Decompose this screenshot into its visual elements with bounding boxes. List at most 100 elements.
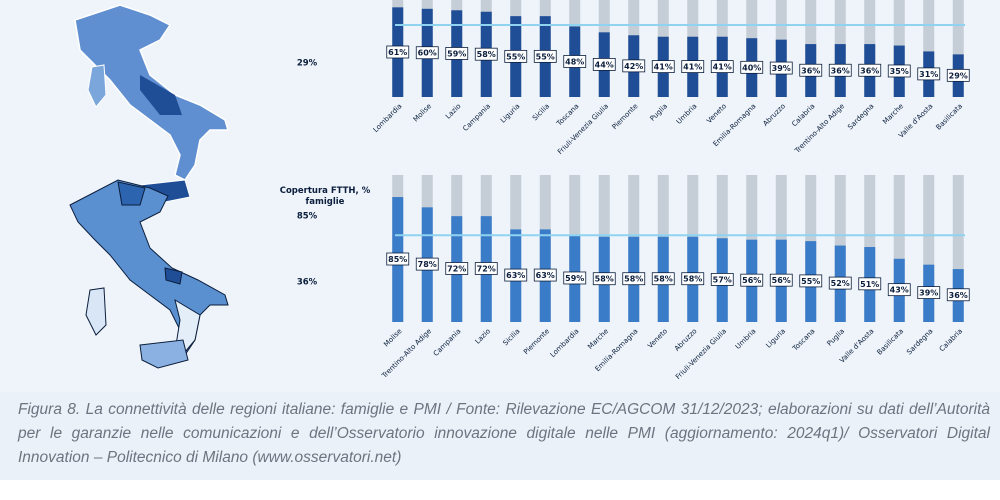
value-label: 31% xyxy=(917,67,941,81)
value-label: 36% xyxy=(828,63,852,77)
x-tick-label: Veneto xyxy=(646,327,669,350)
value-label: 41% xyxy=(651,60,675,73)
legend-title-part: Copertura FTTH, % xyxy=(280,186,371,196)
value-label-text: 39% xyxy=(919,289,938,298)
value-label-text: 48% xyxy=(565,57,584,66)
value-label-text: 41% xyxy=(683,63,702,72)
value-label-box xyxy=(740,60,764,74)
value-label: 59% xyxy=(563,271,587,285)
x-tick-label: Toscana xyxy=(790,327,816,353)
value-label-box xyxy=(946,288,970,302)
value-label-box xyxy=(769,61,793,75)
value-label-text: 43% xyxy=(890,286,909,295)
value-label-box xyxy=(769,273,793,287)
value-label-text: 44% xyxy=(595,60,614,69)
map xyxy=(69,179,229,369)
x-tick-label: Calabria xyxy=(790,102,816,128)
map-region xyxy=(164,267,183,285)
value-label-box xyxy=(740,273,764,287)
value-label: 39% xyxy=(917,286,941,299)
value-label-text: 51% xyxy=(860,280,879,289)
value-label-text: 31% xyxy=(919,70,938,79)
x-tick-label: Campania xyxy=(432,327,463,358)
x-tick-label: Marche xyxy=(586,327,610,351)
legend-label: 29% xyxy=(297,59,318,69)
value-label: 57% xyxy=(710,273,734,286)
value-label-box xyxy=(563,271,587,285)
value-label-text: 36% xyxy=(831,66,850,75)
x-tick-label: Sicilia xyxy=(502,327,522,347)
value-label: 85% xyxy=(386,252,410,266)
value-label: 58% xyxy=(474,47,498,61)
value-label-text: 72% xyxy=(447,264,466,273)
value-label: 40% xyxy=(740,60,764,74)
value-label-box xyxy=(533,268,557,282)
value-label-box xyxy=(917,286,941,299)
value-label: 58% xyxy=(651,272,675,286)
x-tick-label: Molise xyxy=(382,327,403,348)
value-label-text: 85% xyxy=(388,255,407,264)
map-island xyxy=(85,287,107,336)
value-label: 42% xyxy=(622,59,646,73)
value-label-box xyxy=(622,59,646,73)
x-tick-label: Friuli-Venezia Giulia xyxy=(556,102,610,156)
bar-background xyxy=(893,175,905,322)
x-tick-label: Umbria xyxy=(675,102,699,126)
legend-label: 85% xyxy=(297,212,318,222)
value-label-box xyxy=(592,272,616,286)
value-label-box xyxy=(592,58,616,71)
map-region xyxy=(117,181,146,206)
value-label-text: 36% xyxy=(949,291,968,300)
value-label: 41% xyxy=(710,60,734,73)
value-label-text: 41% xyxy=(654,63,673,72)
x-tick-label: Calabria xyxy=(938,327,964,353)
legend-title-part: famiglie xyxy=(306,197,345,207)
value-label-box xyxy=(622,272,646,286)
value-label: 48% xyxy=(563,55,587,68)
value-label-text: 40% xyxy=(742,63,761,72)
map-region xyxy=(140,75,182,115)
value-label-box xyxy=(887,283,911,297)
value-label-text: 58% xyxy=(654,275,673,284)
value-label-text: 61% xyxy=(388,48,407,57)
value-label-box xyxy=(858,277,882,291)
value-label: 41% xyxy=(681,60,705,73)
bar-background xyxy=(923,175,935,322)
value-label: 72% xyxy=(445,262,469,275)
value-label-box xyxy=(445,262,469,275)
x-tick-label: Toscana xyxy=(554,102,580,128)
value-label: 59% xyxy=(445,47,469,60)
value-label: 35% xyxy=(887,64,911,78)
x-tick-label: Sicilia xyxy=(531,102,551,122)
x-tick-label: Piemonte xyxy=(611,102,640,131)
value-label: 63% xyxy=(533,268,557,282)
x-tick-label: Basilicata xyxy=(876,327,906,357)
value-label-text: 58% xyxy=(683,275,702,284)
value-label: 58% xyxy=(592,272,616,286)
value-label-text: 29% xyxy=(949,71,968,80)
value-label-box xyxy=(651,272,675,286)
value-label-box xyxy=(681,272,705,286)
value-label-text: 60% xyxy=(418,49,437,58)
value-label-text: 42% xyxy=(624,62,643,71)
value-label-text: 63% xyxy=(506,271,525,280)
value-label-text: 41% xyxy=(713,63,732,72)
value-label-box xyxy=(386,252,410,266)
value-label: 51% xyxy=(858,277,882,291)
value-label-text: 36% xyxy=(860,66,879,75)
value-label-text: 56% xyxy=(772,276,791,285)
value-label-box xyxy=(474,262,498,275)
x-tick-label: Friuli-Venezia Giulia xyxy=(674,327,728,381)
legend-label: 36% xyxy=(297,278,318,288)
x-tick-label: Piemonte xyxy=(522,327,551,356)
value-label-box xyxy=(415,257,439,271)
value-label: 39% xyxy=(769,61,793,75)
value-label-box xyxy=(917,67,941,81)
value-label: 36% xyxy=(946,288,970,302)
caption: Figura 8. La connettività delle regioni … xyxy=(0,392,1000,480)
value-label-text: 36% xyxy=(801,66,820,75)
value-label-text: 39% xyxy=(772,64,791,73)
legend-title: Copertura FTTH, % famiglie xyxy=(280,186,371,207)
x-tick-label: Umbria xyxy=(734,327,758,351)
